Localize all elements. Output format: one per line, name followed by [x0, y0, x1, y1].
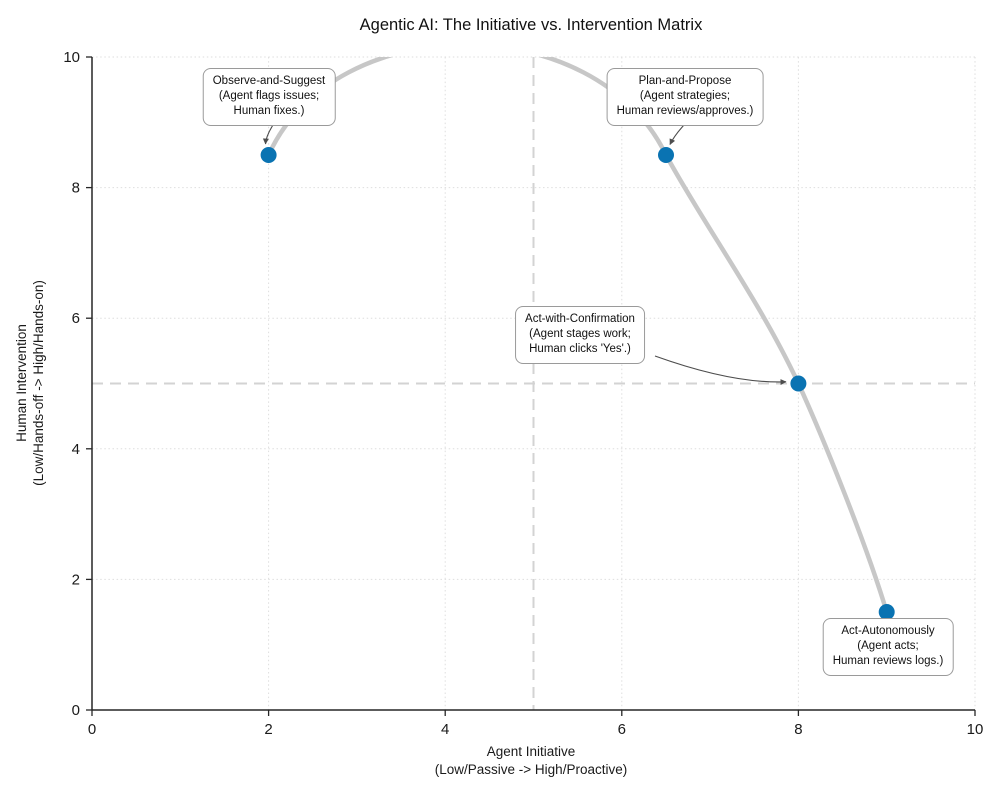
x-tick-label: 0: [88, 721, 96, 738]
annotation-leaders: [262, 124, 787, 386]
annotation-line: Human clicks 'Yes'.): [529, 343, 631, 356]
annotation-line: Act-Autonomously: [841, 625, 935, 637]
x-tick-labels: 0 2 4 6 8 10: [88, 721, 984, 738]
chart-title: Agentic AI: The Initiative vs. Intervent…: [360, 16, 703, 34]
data-point-observe-and-suggest: [260, 147, 277, 163]
annotation-line: Observe-and-Suggest: [212, 75, 326, 87]
annotation-plan-and-propose: Plan-and-Propose (Agent strategies; Huma…: [606, 68, 764, 126]
data-point-act-autonomously: [878, 604, 895, 620]
annotation-line: (Agent acts;: [857, 640, 919, 653]
x-tick-label: 2: [264, 721, 272, 738]
tick-marks: [86, 56, 976, 716]
data-point-plan-and-propose: [658, 147, 674, 163]
annotation-observe-and-suggest: Observe-and-Suggest (Agent flags issues;…: [202, 68, 336, 126]
y-tick-label: 0: [72, 702, 80, 719]
x-tick-label: 4: [441, 721, 449, 738]
data-points: [260, 147, 895, 620]
annotation-line: Act-with-Confirmation: [525, 313, 635, 325]
annotation-line: Human reviews/approves.): [616, 105, 754, 118]
x-tick-label: 10: [967, 721, 984, 738]
annotation-line: (Agent flags issues;: [218, 90, 320, 103]
y-tick-labels: 0 2 4 6 8 10: [63, 49, 80, 719]
y-tick-label: 8: [72, 180, 80, 197]
quadrant-crosshair: [92, 57, 975, 710]
x-axis-label-line1: Agent Initiative: [487, 744, 576, 759]
y-axis-label-line1: Human Intervention: [14, 324, 29, 442]
trend-curve: [266, 57, 889, 615]
y-tick-label: 2: [72, 571, 80, 588]
annotation-line: Human fixes.): [233, 105, 305, 118]
x-tick-label: 6: [618, 721, 626, 738]
y-tick-label: 10: [63, 49, 80, 66]
annotation-line: (Agent strategies;: [639, 90, 731, 103]
x-tick-label: 8: [794, 721, 802, 738]
x-axis-label: Agent Initiative (Low/Passive -> High/Pr…: [435, 744, 627, 777]
annotation-line: (Agent stages work;: [529, 328, 631, 341]
x-axis-label-line2: (Low/Passive -> High/Proactive): [435, 762, 627, 777]
data-point-act-with-confirmation: [790, 375, 807, 392]
annotation-act-with-confirmation: Act-with-Confirmation (Agent stages work…: [515, 306, 645, 364]
annotation-act-autonomously: Act-Autonomously (Agent acts; Human revi…: [822, 618, 954, 676]
annotation-line: Plan-and-Propose: [638, 75, 732, 87]
y-tick-label: 4: [72, 441, 80, 458]
y-axis-label: Human Intervention (Low/Hands-off -> Hig…: [14, 280, 46, 486]
y-tick-label: 6: [72, 310, 80, 327]
annotation-line: Human reviews logs.): [832, 655, 944, 668]
axes-spines: [91, 57, 975, 711]
y-axis-label-line2: (Low/Hands-off -> High/Hands-on): [31, 280, 46, 486]
